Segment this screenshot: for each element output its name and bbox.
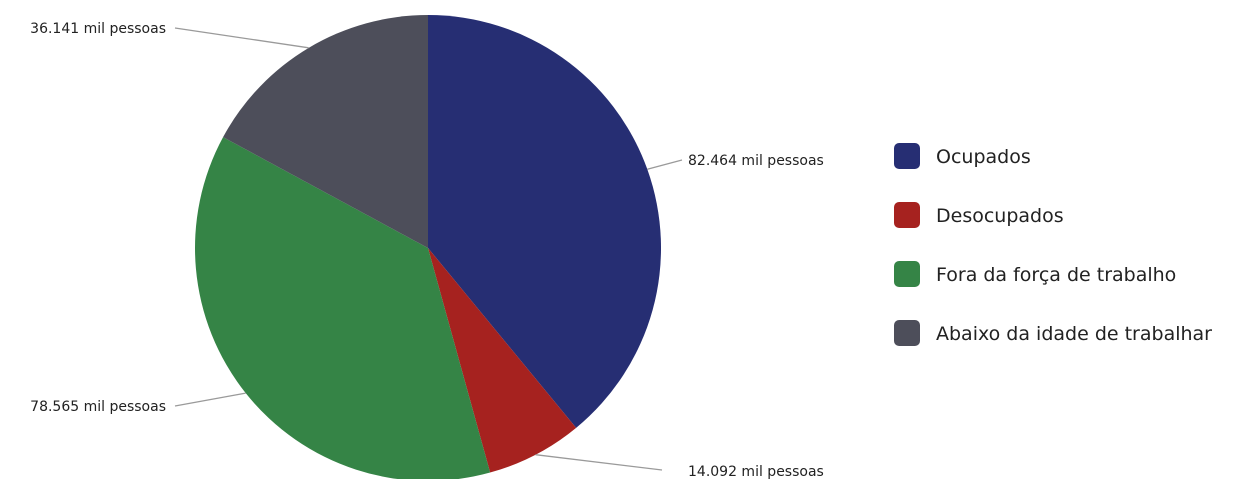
leader-line-abaixo-da-idade-de-trabalhar [174, 27, 309, 49]
pie-slices [195, 15, 662, 479]
slice-label-abaixo-da-idade-de-trabalhar: 36.141 mil pessoas [30, 21, 166, 37]
slice-label-ocupados: 82.464 mil pessoas [688, 153, 824, 169]
slice-label-desocupados: 14.092 mil pessoas [688, 464, 824, 479]
label-leader-lines [174, 27, 683, 471]
legend-swatch [894, 143, 920, 169]
leader-line-desocupados [535, 454, 663, 471]
slice-label-fora-da-forca-de-trabalho: 78.565 mil pessoas [30, 399, 166, 415]
legend-label: Abaixo da idade de trabalhar [936, 323, 1212, 345]
legend-item-desocupados[interactable]: Desocupados [894, 202, 1064, 228]
pie-slice-fora-da-forca-de-trabalho [195, 137, 491, 479]
legend-swatch [894, 202, 920, 228]
legend-item-abaixo-da-idade-de-trabalhar[interactable]: Abaixo da idade de trabalhar [894, 320, 1212, 346]
legend-label: Ocupados [936, 146, 1031, 168]
legend-swatch [894, 320, 920, 346]
legend: Ocupados Desocupados Fora da força de trab… [894, 143, 1212, 346]
leader-line-ocupados [647, 159, 683, 170]
slice-labels: 82.464 mil pessoas 14.092 mil pessoas 78.5… [30, 21, 824, 479]
legend-label: Desocupados [936, 205, 1064, 227]
legend-item-fora-da-forca-de-trabalho[interactable]: Fora da força de trabalho [894, 261, 1176, 287]
leader-line-fora-da-forca-de-trabalho [174, 392, 246, 407]
legend-swatch [894, 261, 920, 287]
pie-slice-desocupados [428, 248, 577, 473]
pie-slice-ocupados [428, 15, 662, 428]
legend-label: Fora da força de trabalho [936, 264, 1176, 286]
legend-item-ocupados[interactable]: Ocupados [894, 143, 1031, 169]
pie-slice-abaixo-da-idade-de-trabalhar [223, 15, 428, 248]
